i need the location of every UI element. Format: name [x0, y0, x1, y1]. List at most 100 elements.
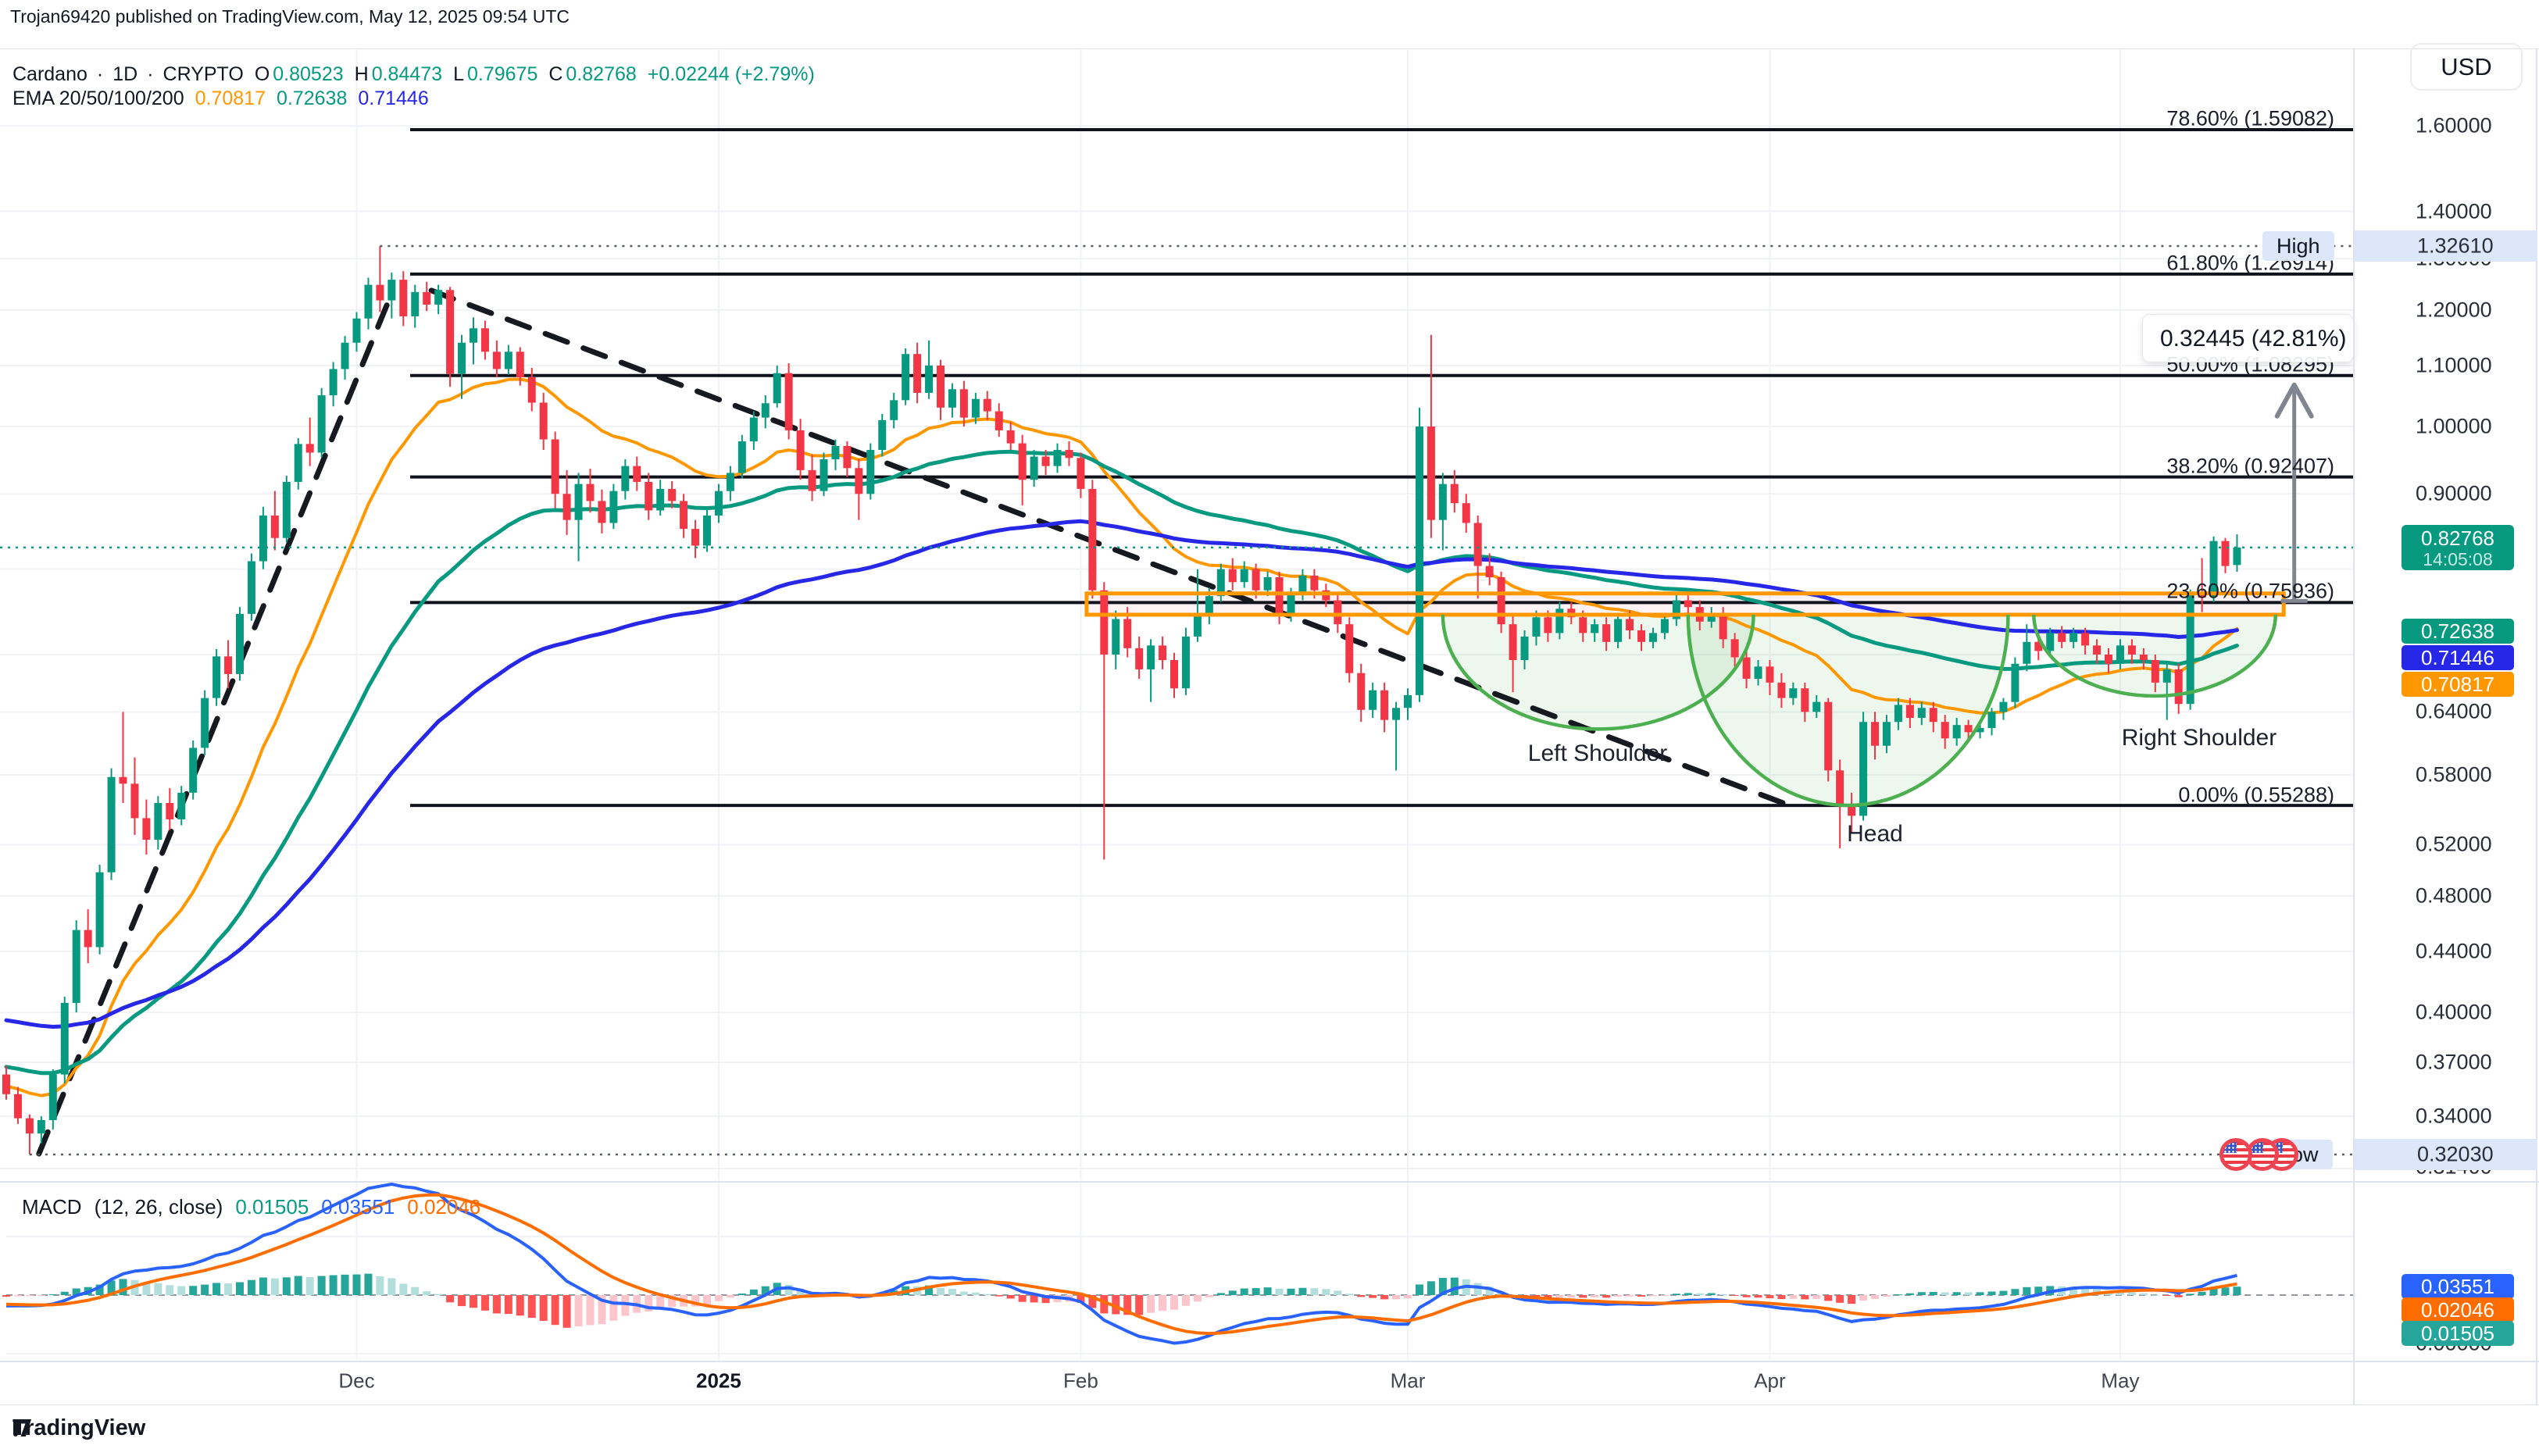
- macd-hist-bar: [166, 1285, 174, 1295]
- macd-signal-badge: 0.02046: [2402, 1297, 2514, 1322]
- candle-up: [1147, 645, 1155, 669]
- candle-down: [2058, 633, 2066, 642]
- price-range-tooltip[interactable]: 0.32445 (42.81%) 32,4: [2142, 314, 2354, 362]
- left-shoulder-label: Left Shoulder: [1527, 740, 1668, 766]
- tradingview-logo[interactable]: TradingView: [12, 1415, 146, 1440]
- low-price-highlight: 0.32030: [2355, 1139, 2537, 1170]
- candle-up: [1882, 722, 1891, 746]
- macd-hist-bar: [714, 1295, 723, 1301]
- macd-hist-bar: [1088, 1295, 1097, 1308]
- macd-hist-bar: [1871, 1295, 1879, 1299]
- interval-label[interactable]: 1D: [112, 63, 138, 85]
- candle-down: [270, 516, 279, 538]
- macd-hist-bar: [154, 1283, 162, 1295]
- candle-up: [703, 516, 711, 546]
- candle-up: [352, 318, 361, 343]
- macd-hist-bar: [504, 1295, 512, 1315]
- dot-separator: ·: [96, 63, 104, 85]
- currency-usd-button[interactable]: USD: [2410, 43, 2523, 91]
- macd-hist-bar: [539, 1295, 548, 1321]
- ema-legend-title[interactable]: EMA 20/50/100/200: [12, 87, 184, 109]
- candle-up: [177, 792, 186, 819]
- macd-hist-badge: 0.01505: [2402, 1321, 2514, 1346]
- candle-down: [399, 280, 408, 316]
- rising-dashed: [36, 287, 396, 1157]
- candle-down: [2034, 641, 2043, 651]
- candle-up: [1894, 705, 1902, 723]
- macd-hist-bar: [1345, 1294, 1354, 1295]
- measure-arrow-head: [2274, 382, 2314, 419]
- macd-hist-bar: [1240, 1288, 1248, 1295]
- candle-down: [1228, 569, 1237, 583]
- macd-hist-bar: [329, 1275, 337, 1295]
- macd-hist-bar: [2233, 1286, 2241, 1295]
- macd-hist-bar: [2116, 1291, 2124, 1295]
- candle-down: [913, 354, 922, 393]
- us-flag-reaction-icon[interactable]: [2219, 1138, 2252, 1171]
- candle-up: [2023, 641, 2031, 664]
- macd-hist-bar: [551, 1295, 559, 1326]
- chart-canvas[interactable]: [0, 0, 2539, 1406]
- candle-down: [480, 328, 489, 352]
- macd-hist-bar: [25, 1295, 34, 1297]
- candle-down: [1497, 576, 1505, 625]
- candle-up: [434, 290, 443, 305]
- macd-hist-bar: [784, 1284, 793, 1295]
- candle-wick: [309, 417, 311, 466]
- candle-up: [2116, 645, 2124, 664]
- candle-up: [1216, 569, 1225, 597]
- bar-countdown: 14:05:08: [2423, 549, 2493, 569]
- candle-up: [1999, 701, 2008, 712]
- macd-hist-bar: [1929, 1291, 1937, 1295]
- candle-down: [796, 430, 805, 470]
- macd-hist-bar: [925, 1285, 934, 1295]
- macd-line-badge: 0.03551: [2402, 1274, 2514, 1299]
- price-axis[interactable]: 1.600001.400001.300001.200001.100001.000…: [2353, 48, 2539, 1403]
- macd-hist-bar: [1637, 1295, 1645, 1297]
- pane-separator[interactable]: [0, 1181, 2539, 1183]
- candle-down: [423, 291, 431, 305]
- candle-up: [504, 352, 512, 369]
- macd-hist-bar: [341, 1274, 349, 1295]
- candle-up: [831, 445, 840, 459]
- candle-down: [1450, 484, 1459, 504]
- macd-hist-bar: [1159, 1295, 1167, 1311]
- macd-hist-bar: [458, 1295, 466, 1307]
- macd-hist-bar: [527, 1295, 536, 1319]
- macd-hist-bar: [562, 1295, 571, 1328]
- candle-down: [1357, 673, 1366, 710]
- candle-up: [212, 656, 221, 698]
- time-axis[interactable]: Dec 2025 Feb Mar Apr May: [0, 1361, 2539, 1404]
- macd-hist-bar: [305, 1276, 314, 1295]
- ema20-value: 0.70817: [195, 87, 266, 109]
- price-axis-label: 1.60000: [2416, 113, 2492, 137]
- resistance-box: [1084, 591, 2286, 617]
- macd-hist-value: 0.01505: [235, 1195, 309, 1219]
- candle-down: [1310, 575, 1319, 591]
- candle-down: [1018, 443, 1027, 480]
- price-axis-label: 0.40000: [2416, 1000, 2492, 1024]
- candle-down: [1637, 630, 1645, 642]
- widget-right-border: [2536, 48, 2537, 1404]
- macd-hist-bar: [1310, 1288, 1319, 1295]
- macd-hist-bar: [60, 1291, 69, 1295]
- candle-down: [2221, 541, 2230, 566]
- candle-up: [1112, 619, 1120, 655]
- candle-down: [1334, 600, 1342, 625]
- time-axis-label-mar: Mar: [1390, 1369, 1426, 1393]
- macd-hist-bar: [1719, 1294, 1727, 1295]
- macd-hist-bar: [1357, 1295, 1366, 1297]
- candle-up: [1648, 633, 1657, 642]
- macd-hist-bar: [1485, 1286, 1494, 1295]
- published-header: Trojan69420 published on TradingView.com…: [10, 6, 570, 27]
- candle-down: [1602, 624, 1611, 642]
- symbol-title[interactable]: Cardano · 1D · CRYPTO: [12, 63, 244, 85]
- low-price-label: 0.32030: [2417, 1142, 2494, 1166]
- macd-title[interactable]: MACD: [22, 1195, 82, 1219]
- candle-down: [598, 501, 606, 523]
- time-axis-label-dec: Dec: [338, 1369, 375, 1393]
- macd-hist-bar: [247, 1279, 255, 1295]
- widget-top-border: [0, 48, 2539, 49]
- candle-down: [1941, 722, 1949, 739]
- macd-hist-bar: [1030, 1295, 1038, 1303]
